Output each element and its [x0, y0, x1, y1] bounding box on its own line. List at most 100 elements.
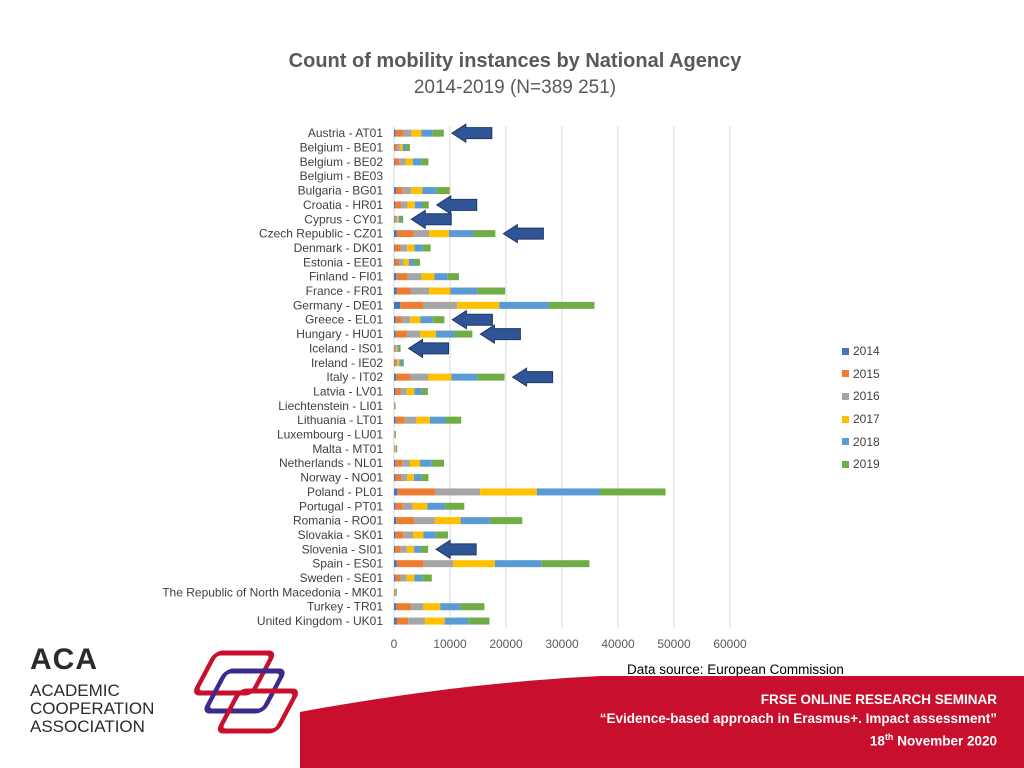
highlight-arrow-icon: [435, 539, 477, 560]
bar-segment: [395, 545, 401, 553]
bar-segment: [421, 129, 433, 137]
bar-segment: [434, 517, 461, 525]
bar-segment: [448, 230, 474, 238]
highlight-arrow-icon: [479, 324, 521, 344]
bar-segment: [396, 560, 424, 568]
bar-segment: [394, 273, 397, 281]
bar-segment: [395, 431, 396, 439]
bar-segment: [396, 517, 415, 525]
bar-segment: [402, 129, 412, 137]
bar-segment: [396, 287, 411, 295]
bar-segment: [394, 144, 395, 152]
bar-segment: [401, 474, 408, 482]
bar-segment: [414, 244, 423, 252]
bar-segment: [395, 603, 412, 611]
bar-segment: [421, 158, 429, 166]
bar-segment: [394, 431, 395, 439]
bar-segment: [395, 588, 397, 596]
bar-segment: [499, 301, 549, 309]
legend-item: 2018: [842, 430, 880, 453]
chart-subtitle: 2014-2019 (N=389 251): [413, 77, 617, 98]
bar-segment: [395, 445, 397, 453]
legend-swatch: [842, 415, 849, 423]
bar-segment: [422, 244, 431, 252]
bar-segment: [434, 273, 448, 281]
bar-segment: [432, 129, 444, 137]
bar-segment: [395, 445, 396, 453]
bar-segment: [394, 359, 395, 367]
logo-line-2: COOPERATION: [30, 699, 155, 718]
bar-segment: [408, 258, 415, 266]
category-label: Lithuania - LT01: [297, 413, 383, 427]
bar-segment: [423, 301, 458, 309]
bar-segment: [396, 273, 408, 281]
bar-segment: [394, 402, 395, 410]
category-label: Belgium - BE03: [300, 169, 384, 183]
bar-segment: [400, 244, 408, 252]
seminar-date-suffix: th: [884, 732, 894, 742]
legend-label: 2016: [853, 389, 880, 404]
bar-segment: [394, 158, 400, 166]
bar-segment: [400, 387, 407, 395]
bar-segment: [394, 574, 396, 582]
seminar-date-rest: November 2020: [893, 733, 997, 749]
bar-segment: [420, 459, 432, 467]
bar-segment: [395, 502, 403, 510]
bar-segment: [422, 187, 437, 195]
bar-segment: [451, 373, 478, 381]
legend-item: 2017: [842, 408, 880, 431]
bar-segment: [406, 574, 415, 582]
seminar-title: FRSE ONLINE RESEARCH SEMINAR: [760, 692, 997, 707]
bar-segment: [400, 545, 407, 553]
bar-segment: [394, 617, 397, 625]
bar-segment: [394, 258, 400, 266]
bar-segment: [395, 359, 398, 367]
bar-segment: [395, 474, 401, 482]
bar-segment: [421, 273, 435, 281]
category-label: Malta - MT01: [312, 442, 383, 456]
bar-segment: [394, 502, 396, 510]
bar-segment: [397, 144, 400, 152]
category-label: Germany - DE01: [293, 298, 383, 312]
seminar-date-day: 18: [869, 733, 885, 749]
bar-segment: [431, 459, 445, 467]
bar-segment: [394, 287, 397, 295]
bar-segment: [394, 158, 395, 166]
bar-segment: [411, 187, 423, 195]
bar-segment: [423, 603, 441, 611]
bar-segment: [420, 316, 433, 324]
bar-segment: [395, 187, 403, 195]
bar-segment: [460, 603, 485, 611]
bar-segment: [395, 316, 402, 324]
bar-segment: [410, 287, 429, 295]
bar-segment: [395, 330, 407, 338]
bar-segment: [406, 387, 415, 395]
bar-segment: [477, 373, 505, 381]
bar-segment: [401, 215, 404, 223]
bar-segment: [408, 617, 426, 625]
bar-segment: [394, 258, 395, 266]
bar-segment: [394, 488, 398, 496]
chart-legend: 2014 2015 2016 2017 2018 2019: [842, 340, 880, 476]
category-label: Croatia - HR01: [303, 198, 383, 212]
legend-swatch: [842, 392, 849, 400]
legend-swatch: [842, 438, 849, 446]
category-label: Hungary - HU01: [296, 327, 383, 341]
stacked-bar-chart: 0 10000 20000 30000 40000 50000 60000 Austria -…: [162, 123, 747, 651]
bar-segment: [395, 129, 403, 137]
bar-segment: [394, 330, 396, 338]
red-band-shape: [300, 676, 1024, 768]
legend-swatch: [842, 460, 849, 468]
bar-segment: [394, 129, 396, 137]
bar-segment: [394, 344, 397, 352]
bar-segment: [423, 531, 436, 539]
highlight-arrow-icon: [502, 223, 544, 244]
bar-segment: [414, 258, 421, 266]
bar-segment: [394, 316, 396, 324]
legend-label: 2018: [853, 434, 880, 449]
seminar-date: 18th November 2020: [600, 728, 997, 751]
bar-segment: [399, 158, 406, 166]
category-label: Greece - EL01: [305, 313, 383, 327]
category-label: Ireland - IE02: [311, 356, 383, 370]
